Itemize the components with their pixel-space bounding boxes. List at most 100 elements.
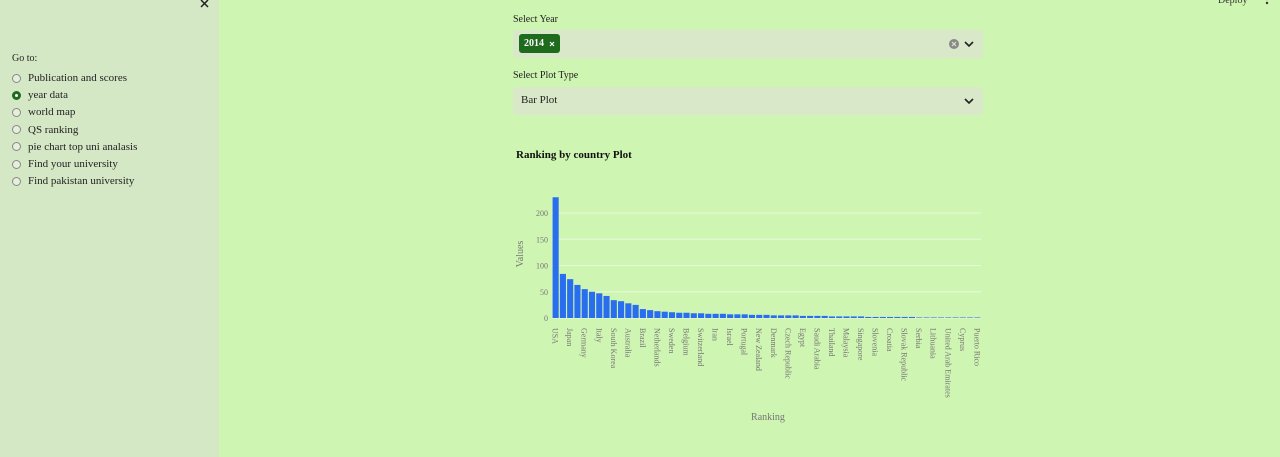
nav-option[interactable]: Publication and scores: [12, 70, 127, 86]
x-tick-label: Netherlands: [652, 328, 661, 367]
bar: [588, 291, 596, 318]
option-text: pie chart top uni analasis: [28, 140, 138, 153]
bar: [603, 295, 610, 318]
dropdown-arrow[interactable]: [964, 97, 974, 105]
bar: [705, 313, 712, 318]
y-tick-label: 0: [544, 314, 548, 323]
x-tick-label: Japan: [565, 328, 574, 346]
radio[interactable]: [12, 73, 21, 83]
bar: [639, 309, 646, 318]
x-tick-label: Portugal: [740, 328, 749, 356]
nav-option[interactable]: pie chart top uni analasis: [12, 139, 137, 155]
x-tick-label: Switzerland: [696, 328, 705, 366]
option-text: world map: [28, 106, 76, 119]
bar: [581, 289, 588, 318]
bar: [683, 312, 690, 318]
option-text: Publication and scores: [28, 72, 127, 84]
dropdown-arrow[interactable]: [964, 40, 974, 48]
x-tick-label: Belgium: [682, 328, 691, 356]
bar: [814, 315, 821, 318]
bar: [850, 316, 857, 318]
x-tick-label: Puerto Rico: [972, 328, 981, 366]
option-text: QS ranking: [28, 123, 79, 136]
radio[interactable]: [12, 107, 21, 117]
bar: [828, 316, 835, 318]
bar: [756, 314, 763, 318]
radio[interactable]: [12, 142, 21, 152]
x-axis-title: Ranking: [751, 412, 785, 423]
bar: [974, 317, 981, 318]
plot-type-select[interactable]: Bar Plot: [513, 87, 983, 115]
year-select[interactable]: 2014: [513, 30, 983, 58]
bar: [676, 312, 683, 318]
option-text: Find your university: [28, 158, 118, 170]
x-tick-label: Brazil: [638, 328, 647, 348]
option-text: Find pakistan university: [28, 175, 135, 188]
bar: [698, 313, 705, 318]
nav-option[interactable]: world map: [12, 104, 75, 120]
bar: [865, 316, 872, 318]
x-tick-label: Slovenia: [871, 328, 880, 356]
plot-type-label: Select Plot Type: [513, 70, 579, 81]
x-tick-label: Malaysia: [841, 328, 850, 358]
x-tick-label: Germany: [580, 328, 589, 358]
x-tick-label: Slovak Republic: [900, 328, 909, 382]
x-tick-label: Czech Republic: [783, 328, 792, 379]
nav-option[interactable]: Find your university: [12, 156, 118, 172]
bar: [937, 317, 945, 318]
deploy-button[interactable]: Deploy: [1218, 0, 1248, 6]
bar: [967, 317, 974, 318]
bar: [618, 301, 625, 318]
bar: [770, 315, 777, 318]
y-tick-label: 150: [536, 235, 548, 244]
bar: [690, 313, 697, 318]
nav-option[interactable]: Find pakistan university: [12, 173, 134, 189]
bar: [647, 310, 654, 318]
x-tick-label: Lithuania: [929, 328, 938, 359]
menu-button[interactable]: [1264, 0, 1270, 9]
nav-option[interactable]: year data: [12, 87, 68, 103]
bar: [916, 317, 923, 318]
bar: [894, 316, 901, 318]
x-tick-label: Cyprus: [958, 328, 967, 351]
year-label: Select Year: [513, 14, 558, 25]
bar: [748, 314, 756, 318]
bar: [719, 313, 726, 318]
bar: [734, 314, 741, 318]
clear-button[interactable]: [948, 38, 960, 50]
bar: [596, 293, 603, 318]
radio[interactable]: [12, 90, 21, 100]
bar: [668, 312, 676, 318]
radio[interactable]: [12, 176, 21, 186]
x-tick-label: United Arab Emirates: [943, 328, 952, 398]
bar: [785, 315, 792, 318]
bar: [792, 315, 799, 318]
radio[interactable]: [12, 159, 21, 169]
bar: [654, 311, 661, 318]
y-tick-label: 200: [536, 209, 548, 218]
bar: [879, 316, 886, 318]
chart-title: Ranking by country Plot: [516, 149, 632, 161]
bar: [821, 315, 828, 318]
bar: [857, 316, 865, 318]
x-tick-label: Egypt: [798, 328, 807, 348]
bar: [799, 315, 806, 318]
x-tick-label: Sweden: [667, 328, 676, 353]
year-chip[interactable]: 2014: [519, 34, 560, 53]
radio[interactable]: [12, 125, 21, 135]
bar: [625, 303, 632, 318]
bar: [712, 313, 719, 318]
y-tick-label: 50: [540, 288, 548, 297]
x-tick-label: Denmark: [769, 328, 778, 358]
nav-option[interactable]: QS ranking: [12, 122, 78, 138]
chip-text: 2014: [524, 38, 544, 49]
sidebar: Go to: Publication and scores year data wo…: [0, 0, 219, 457]
bar: [763, 314, 770, 318]
chip-remove[interactable]: [549, 41, 555, 47]
close-button[interactable]: [199, 0, 210, 9]
bar: [836, 316, 843, 318]
select-value: Bar Plot: [521, 94, 558, 106]
x-tick-label: USA: [551, 328, 560, 344]
